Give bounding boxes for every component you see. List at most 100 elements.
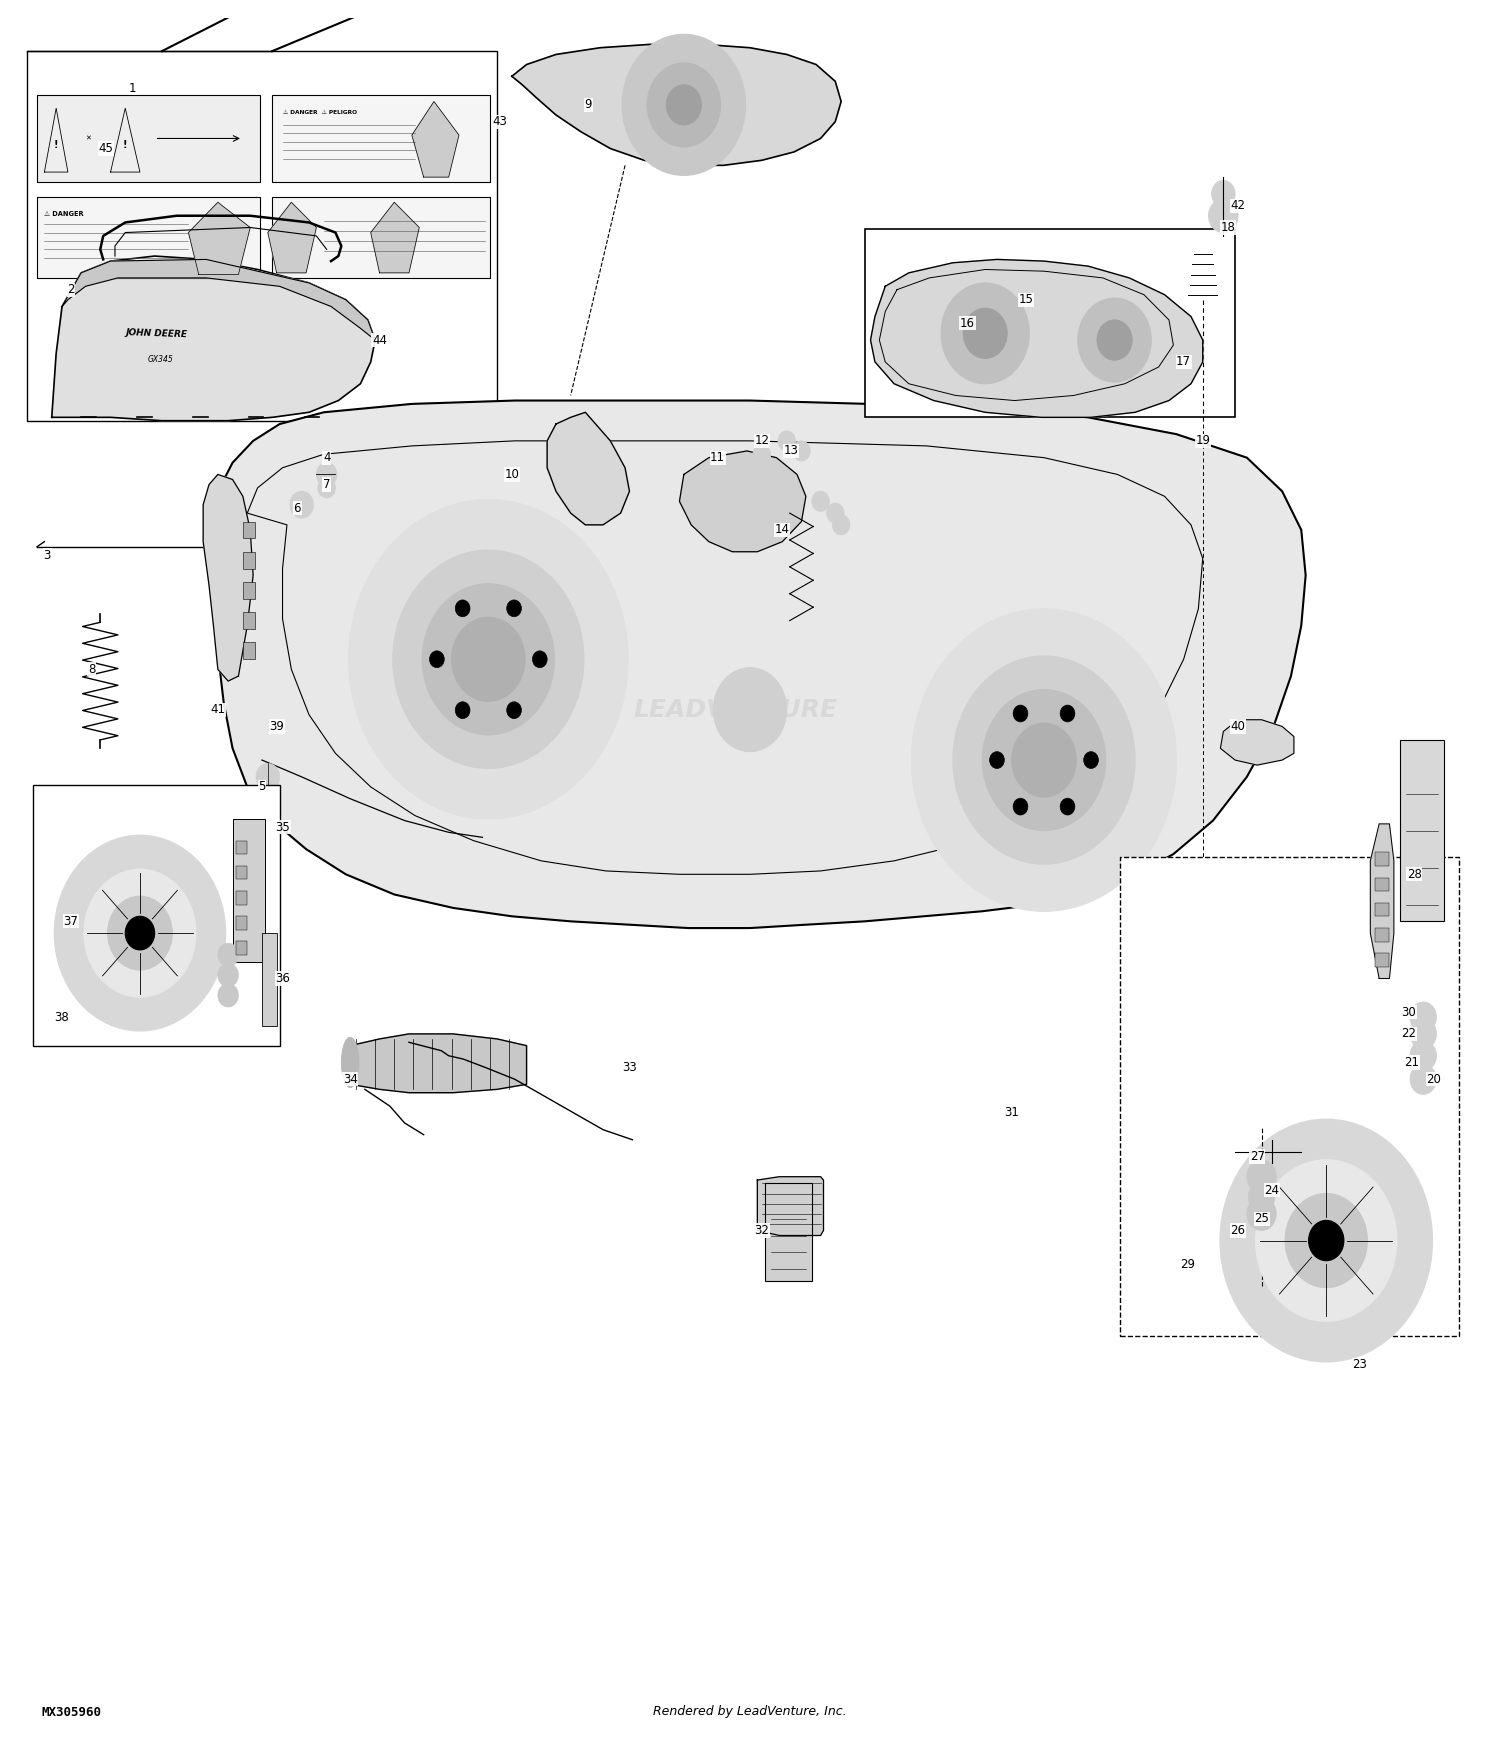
Circle shape bbox=[940, 284, 1029, 383]
Text: 21: 21 bbox=[1404, 1055, 1419, 1069]
Text: 44: 44 bbox=[372, 334, 387, 346]
Polygon shape bbox=[370, 203, 420, 273]
Text: 42: 42 bbox=[1230, 200, 1245, 212]
Text: GX345: GX345 bbox=[147, 355, 172, 364]
Polygon shape bbox=[62, 259, 375, 340]
Text: 41: 41 bbox=[210, 704, 225, 716]
Bar bbox=[765, 1183, 812, 1281]
Circle shape bbox=[1246, 1197, 1276, 1230]
Circle shape bbox=[1410, 1018, 1437, 1048]
Text: 2: 2 bbox=[68, 284, 75, 296]
Text: LEADVENTURE: LEADVENTURE bbox=[633, 698, 837, 721]
Text: 20: 20 bbox=[1426, 1073, 1442, 1085]
Text: 22: 22 bbox=[1401, 1027, 1416, 1041]
Polygon shape bbox=[111, 108, 140, 172]
Circle shape bbox=[646, 63, 720, 147]
Circle shape bbox=[84, 870, 196, 997]
Circle shape bbox=[1308, 1220, 1344, 1260]
Text: 45: 45 bbox=[99, 142, 114, 156]
Circle shape bbox=[70, 119, 106, 159]
Text: 3: 3 bbox=[44, 548, 51, 562]
Text: 33: 33 bbox=[622, 1060, 638, 1074]
Bar bbox=[33, 786, 279, 1046]
Text: 43: 43 bbox=[492, 116, 507, 128]
Text: JOHN DEERE: JOHN DEERE bbox=[124, 327, 188, 340]
Polygon shape bbox=[51, 255, 375, 420]
Circle shape bbox=[316, 462, 338, 486]
Bar bbox=[27, 51, 496, 420]
Text: 28: 28 bbox=[1407, 868, 1422, 880]
Text: ✕: ✕ bbox=[86, 135, 92, 142]
Text: 8: 8 bbox=[88, 663, 94, 676]
Text: 13: 13 bbox=[783, 444, 798, 457]
Bar bbox=[1374, 878, 1389, 891]
Polygon shape bbox=[217, 401, 1305, 928]
Text: ⚠ DANGER  ⚠ PELIGRO: ⚠ DANGER ⚠ PELIGRO bbox=[282, 110, 357, 116]
Bar bbox=[864, 229, 1234, 416]
Circle shape bbox=[422, 584, 555, 735]
Ellipse shape bbox=[342, 1038, 358, 1088]
Circle shape bbox=[1096, 320, 1132, 360]
Circle shape bbox=[456, 600, 470, 616]
Circle shape bbox=[827, 502, 844, 523]
Text: 24: 24 bbox=[1264, 1183, 1280, 1197]
Circle shape bbox=[753, 444, 771, 464]
Circle shape bbox=[1286, 1194, 1368, 1288]
Text: 7: 7 bbox=[322, 478, 330, 492]
Bar bbox=[1120, 858, 1458, 1337]
Text: 16: 16 bbox=[960, 317, 975, 329]
Circle shape bbox=[393, 550, 584, 768]
Text: 35: 35 bbox=[274, 821, 290, 833]
Circle shape bbox=[1060, 798, 1076, 816]
Circle shape bbox=[452, 618, 525, 702]
Circle shape bbox=[1410, 1064, 1437, 1094]
Text: 27: 27 bbox=[1250, 1150, 1264, 1164]
Text: 30: 30 bbox=[1401, 1006, 1416, 1018]
Text: !: ! bbox=[123, 140, 128, 150]
Bar bbox=[243, 583, 255, 598]
Polygon shape bbox=[1371, 824, 1394, 978]
Circle shape bbox=[1256, 1160, 1396, 1321]
Circle shape bbox=[507, 702, 522, 719]
Circle shape bbox=[1011, 723, 1077, 796]
Polygon shape bbox=[758, 1176, 824, 1235]
Bar bbox=[243, 551, 255, 569]
Text: 19: 19 bbox=[1196, 434, 1210, 448]
Polygon shape bbox=[202, 474, 254, 681]
Circle shape bbox=[1246, 1160, 1276, 1194]
Text: 10: 10 bbox=[504, 467, 519, 481]
Circle shape bbox=[912, 609, 1176, 912]
Circle shape bbox=[833, 514, 850, 536]
Text: Rendered by LeadVenture, Inc.: Rendered by LeadVenture, Inc. bbox=[652, 1706, 847, 1718]
Circle shape bbox=[456, 702, 470, 719]
Bar bbox=[1374, 928, 1389, 942]
Circle shape bbox=[54, 836, 225, 1031]
Circle shape bbox=[1212, 180, 1234, 206]
Text: 5: 5 bbox=[258, 780, 266, 793]
Bar bbox=[243, 642, 255, 660]
Circle shape bbox=[256, 763, 279, 791]
Polygon shape bbox=[512, 44, 842, 164]
Text: 14: 14 bbox=[776, 523, 790, 537]
Polygon shape bbox=[268, 203, 316, 273]
Circle shape bbox=[1013, 798, 1028, 816]
Bar bbox=[38, 94, 261, 182]
Polygon shape bbox=[413, 102, 459, 177]
Text: 31: 31 bbox=[1004, 1106, 1019, 1120]
Circle shape bbox=[1248, 1181, 1275, 1213]
Circle shape bbox=[217, 984, 238, 1006]
Circle shape bbox=[429, 651, 444, 668]
Text: 23: 23 bbox=[1353, 1358, 1368, 1372]
Circle shape bbox=[1410, 1003, 1437, 1032]
Bar bbox=[273, 198, 490, 278]
Text: 25: 25 bbox=[1254, 1213, 1269, 1225]
Bar bbox=[236, 866, 248, 878]
Circle shape bbox=[318, 478, 336, 499]
Text: 32: 32 bbox=[754, 1223, 770, 1237]
Circle shape bbox=[982, 690, 1106, 831]
Bar bbox=[236, 917, 248, 929]
Circle shape bbox=[124, 917, 154, 950]
Text: 15: 15 bbox=[1019, 294, 1034, 306]
Text: 12: 12 bbox=[754, 434, 770, 448]
Circle shape bbox=[952, 656, 1136, 864]
